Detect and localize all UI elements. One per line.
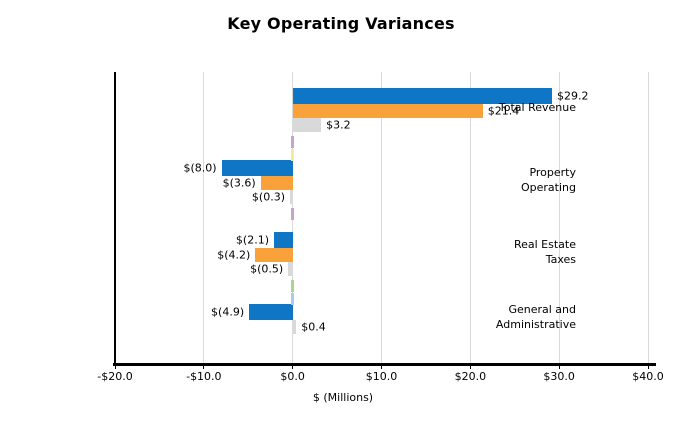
blue-series-bar (292, 88, 553, 104)
category-label-line: Property (529, 165, 576, 179)
x-tick-label: -$10.0 (186, 370, 222, 383)
orange-series-bar (292, 104, 483, 118)
category-label-line: Total Revenue (498, 101, 576, 114)
category-label: Property Operating (521, 165, 576, 195)
bar-value-label: $0.4 (301, 320, 326, 334)
axis-tick (558, 364, 560, 369)
gray-series-bar (292, 118, 322, 132)
x-tick-label: $20.0 (454, 370, 487, 383)
category-label-line: General and (508, 302, 576, 316)
category-label-line: Operating (521, 180, 576, 194)
axis-tick (114, 364, 116, 369)
zero-sliver-mark (291, 293, 295, 305)
gridline (558, 72, 560, 363)
bar-value-label: $(2.1) (235, 233, 269, 247)
bar-value-label: $29.2 (557, 89, 589, 103)
bar-value-label: $(8.0) (183, 161, 217, 175)
axis-tick (469, 364, 471, 369)
category-label-line: Taxes (545, 252, 576, 266)
bar-value-label: $(0.3) (251, 190, 285, 204)
blue-series-bar (221, 160, 293, 176)
axis-tick (647, 364, 649, 369)
zero-sliver-mark (291, 280, 295, 292)
gray-series-bar (290, 190, 293, 204)
x-tick-label: $10.0 (365, 370, 398, 383)
blue-series-bar (274, 232, 293, 248)
category-label: Real Estate Taxes (514, 237, 576, 267)
gridline (381, 72, 382, 363)
gray-series-bar (288, 262, 293, 276)
category-label: Total Revenue (499, 100, 576, 115)
gridline (203, 72, 205, 363)
x-axis-title: $ (Millions) (312, 391, 374, 404)
category-label-line: Administrative (495, 317, 576, 331)
x-tick-label: $0.0 (280, 370, 305, 383)
axis-tick (292, 364, 294, 369)
bar-value-label: $(0.5) (250, 262, 284, 276)
y-axis-line (113, 72, 116, 366)
blue-series-bar (249, 304, 293, 320)
axis-tick (381, 364, 382, 369)
x-tick-label: -$20.0 (97, 370, 133, 383)
bar-value-label: $21.4 (487, 104, 520, 118)
chart-title: Key Operating Variances (227, 14, 455, 33)
bar-value-label: $(3.6) (222, 176, 256, 190)
zero-sliver-mark (291, 149, 295, 161)
orange-series-bar (260, 176, 293, 190)
gridline (469, 72, 471, 363)
x-tick-label: $30.0 (543, 370, 575, 383)
axis-tick (203, 364, 205, 369)
gridline (647, 72, 649, 363)
gray-series-bar (292, 320, 297, 334)
orange-series-bar (255, 248, 293, 262)
bar-value-label: $(4.9) (211, 305, 245, 319)
bar-value-label: $3.2 (326, 118, 351, 132)
zero-sliver-mark (291, 136, 295, 148)
category-label-line: Real Estate (513, 237, 576, 251)
bar-value-label: $(4.2) (217, 248, 251, 262)
zero-sliver-mark (291, 208, 295, 220)
x-axis-line (113, 363, 656, 366)
x-tick-label: $40.0 (632, 370, 664, 383)
category-label: General and Administrative (496, 302, 576, 332)
